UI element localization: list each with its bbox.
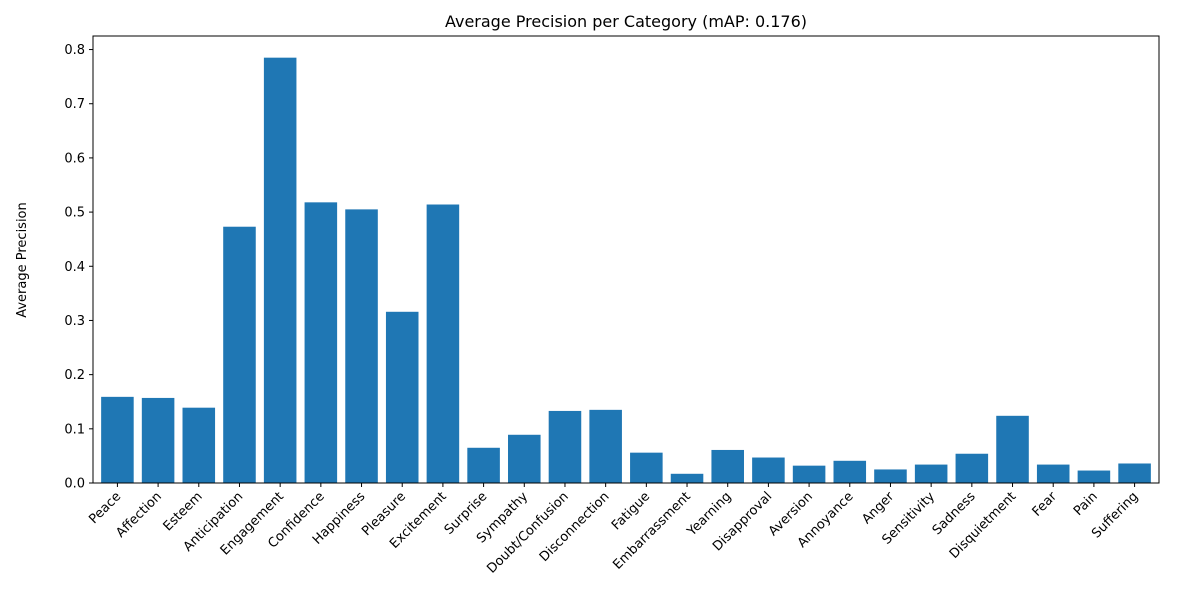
bar-surprise	[467, 447, 500, 483]
bar-excitement	[426, 204, 460, 483]
chart-title: Average Precision per Category (mAP: 0.1…	[445, 12, 807, 31]
bar-fatigue	[630, 452, 663, 483]
y-tick-label: 0.3	[64, 314, 85, 329]
bar-anticipation	[223, 226, 256, 483]
y-tick-label: 0.2	[64, 368, 85, 383]
bar-disquietment	[996, 415, 1029, 483]
bar-affection	[141, 397, 175, 483]
bar-pain	[1077, 470, 1111, 483]
bar-fear	[1036, 464, 1070, 483]
bar-suffering	[1118, 463, 1151, 483]
y-tick-label: 0.6	[64, 151, 85, 166]
x-tick-label: Fear	[1030, 489, 1061, 520]
bar-pleasure	[385, 311, 419, 483]
bar-sympathy	[508, 434, 541, 483]
bar-anger	[874, 469, 907, 483]
bar-happiness	[345, 209, 378, 483]
bar-embarrassment	[670, 473, 704, 483]
x-ticks: PeaceAffectionEsteemAnticipationEngageme…	[86, 483, 1141, 577]
bar-doubt-confusion	[548, 410, 582, 483]
bar-aversion	[792, 465, 826, 483]
x-tick-label: Pain	[1071, 489, 1101, 519]
bar-peace	[101, 396, 134, 483]
y-axis-label: Average Precision	[15, 202, 30, 318]
y-tick-label: 0.5	[64, 206, 85, 221]
bar-sensitivity	[914, 464, 948, 483]
bar-esteem	[182, 407, 216, 483]
axes-frame	[92, 35, 1160, 484]
bar-yearning	[711, 449, 744, 483]
bar-sadness	[955, 453, 989, 483]
bar-engagement	[263, 57, 297, 484]
y-tick-label: 0.8	[64, 43, 85, 58]
x-tick-label: Peace	[86, 489, 124, 527]
y-tick-label: 0.7	[64, 97, 85, 112]
bar-disapproval	[752, 457, 785, 483]
bar-annoyance	[833, 460, 867, 483]
bar-confidence	[304, 202, 338, 483]
bars-group	[101, 57, 1151, 484]
x-tick-label: Embarrassment	[610, 489, 693, 572]
y-ticks: 0.0 0.1 0.2 0.3 0.4 0.5 0.6 0.7 0.8	[64, 43, 93, 492]
y-tick-label: 0.0	[64, 477, 85, 492]
bar-disconnection	[589, 409, 622, 483]
y-tick-label: 0.4	[64, 260, 85, 275]
x-tick-label: Disconnection	[537, 489, 613, 565]
x-tick-label: Anger	[859, 489, 897, 527]
y-tick-label: 0.1	[64, 422, 85, 437]
